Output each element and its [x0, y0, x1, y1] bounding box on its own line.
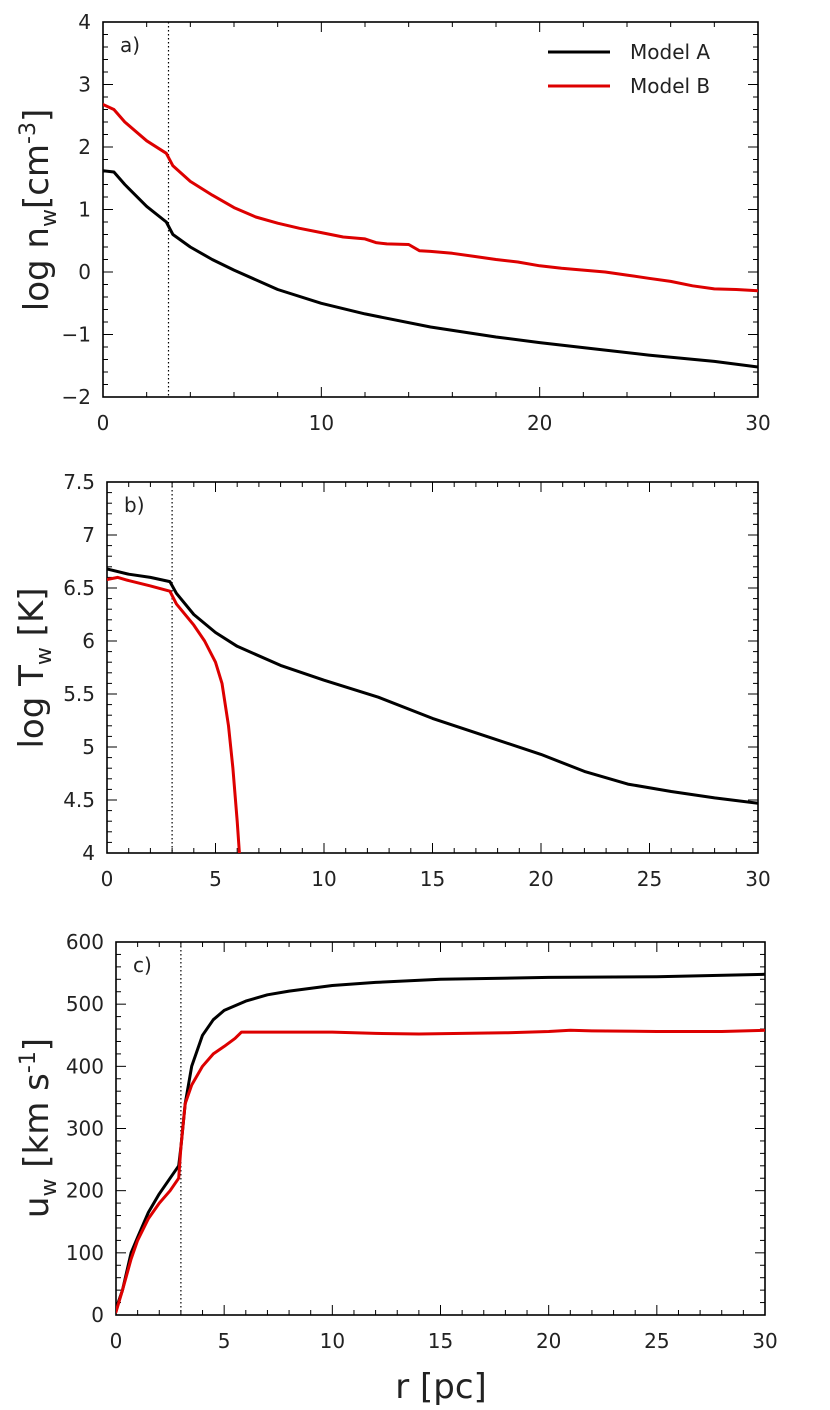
y-tick-label-c: 400 [66, 1054, 104, 1078]
x-tick-label-b: 10 [311, 867, 336, 891]
x-tick-label-a: 20 [527, 411, 552, 435]
x-tick-label-c: 10 [320, 1329, 345, 1353]
y-axis-label-c: uw [km s-1] [16, 1038, 62, 1218]
legend-label-model-a: Model A [630, 40, 710, 64]
panel-label-b: b) [124, 493, 145, 517]
plot-frame-b [106, 481, 759, 854]
y-tick-label-a: 1 [78, 198, 91, 222]
plot-frame-c [115, 941, 766, 1316]
x-tick-label-b: 5 [209, 867, 222, 891]
y-tick-label-b: 5.5 [63, 682, 95, 706]
x-tick-label-c: 0 [110, 1329, 123, 1353]
x-tick-label-c: 30 [752, 1329, 777, 1353]
x-tick-label-b: 15 [420, 867, 445, 891]
y-tick-label-b: 4 [82, 841, 95, 865]
y-tick-label-a: 3 [78, 73, 91, 97]
x-tick-label-c: 20 [536, 1329, 561, 1353]
y-axis-label-b: log Tw [K] [12, 587, 57, 748]
x-tick-label-c: 15 [428, 1329, 453, 1353]
y-tick-label-b: 6.5 [63, 576, 95, 600]
y-tick-label-b: 7 [82, 523, 95, 547]
y-tick-label-c: 0 [91, 1303, 104, 1327]
legend-label-model-b: Model B [630, 74, 710, 98]
x-tick-label-b: 25 [637, 867, 662, 891]
panel-a: 0 10 20 30 −2 −1 0 1 2 3 4 a) log nw[cm-3] Model A Mod… [16, 10, 771, 435]
x-tick-label-c: 25 [644, 1329, 669, 1353]
y-tick-label-a: 2 [78, 135, 91, 159]
x-tick-label-a: 30 [745, 411, 770, 435]
y-tick-label-a: −1 [62, 323, 91, 347]
x-tick-label-c: 5 [218, 1329, 231, 1353]
series-line-model-a-c [116, 972, 765, 1311]
y-axis-label-a: log nw[cm-3] [16, 109, 62, 311]
y-tick-label-c: 100 [66, 1241, 104, 1265]
series-line-model-a-b [107, 567, 758, 805]
panel-label-c: c) [133, 953, 152, 977]
y-tick-label-c: 200 [66, 1179, 104, 1203]
x-tick-label-b: 30 [745, 867, 770, 891]
x-tick-label-a: 0 [97, 411, 110, 435]
x-tick-label-a: 10 [309, 411, 334, 435]
panel-label-a: a) [120, 33, 140, 57]
y-tick-label-a: −2 [62, 385, 91, 409]
x-tick-label-b: 20 [528, 867, 553, 891]
y-tick-label-b: 4.5 [63, 788, 95, 812]
series-line-model-b-a [103, 103, 758, 293]
y-tick-label-b: 6 [82, 629, 95, 653]
x-axis-label-r: r [pc] [395, 1367, 487, 1407]
y-tick-label-b: 7.5 [63, 470, 95, 494]
series-line-model-b-b [107, 575, 241, 853]
y-tick-label-b: 5 [82, 735, 95, 759]
series-line-model-a-a [103, 169, 758, 369]
panel-b: 0 5 10 15 20 25 30 4 4.5 5 5.5 6 6.5 7 7.5 b) log Tw [K] [12, 470, 771, 891]
series-line-model-b-c [116, 1028, 765, 1314]
y-tick-label-a: 0 [78, 260, 91, 284]
x-tick-label-b: 0 [101, 867, 114, 891]
y-tick-label-c: 300 [66, 1117, 104, 1141]
y-tick-label-c: 500 [66, 992, 104, 1016]
y-tick-label-c: 600 [66, 930, 104, 954]
y-tick-label-a: 4 [78, 10, 91, 34]
